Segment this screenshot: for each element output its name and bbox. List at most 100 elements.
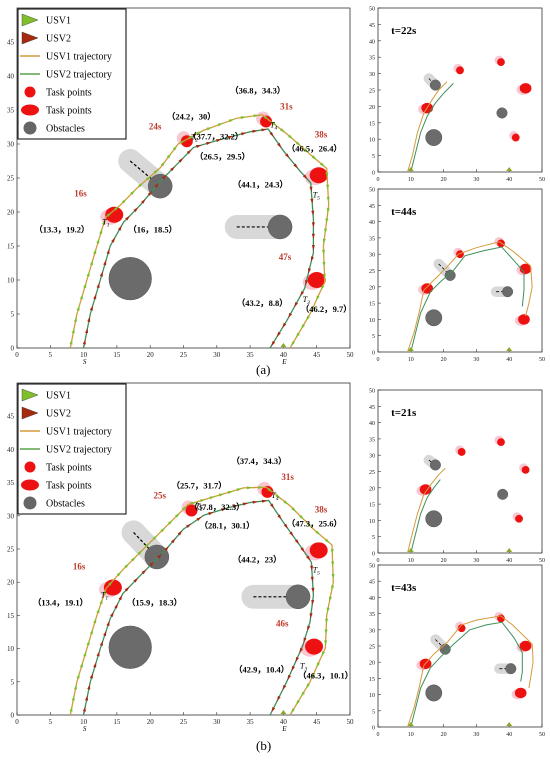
- y-tick-label: 50: [369, 7, 375, 13]
- panel-a-t44: 0 10 20 30 40 50 0 5 10 15 20 25 30 35 40 45 50 t=44s: [369, 188, 545, 364]
- usv1-heading-marker: [324, 640, 328, 646]
- x-tick-label: 5: [49, 718, 53, 726]
- x-tick-label: 10: [408, 558, 414, 564]
- usv1-heading-marker: [321, 651, 326, 657]
- usv2-heading-marker: [295, 656, 299, 663]
- usv1-heading-marker: [258, 485, 264, 490]
- usv2-heading-marker: [311, 245, 315, 251]
- usv1-heading-marker: [227, 490, 234, 494]
- usv2-heading-marker: [111, 237, 116, 243]
- usv1-heading-marker: [86, 640, 90, 646]
- legend-symbol: [21, 31, 39, 45]
- x-tick-label: 40: [506, 558, 512, 564]
- usv1-heading-marker: [71, 695, 75, 701]
- y-tick-label: 35: [7, 479, 15, 487]
- usv2-heading-marker: [302, 174, 308, 180]
- usv2-heading-marker: [283, 523, 289, 529]
- usv2-heading-marker: [178, 157, 184, 163]
- usv1-heading-marker: [144, 542, 150, 548]
- y-tick-label: 40: [369, 220, 375, 226]
- usv2-heading-marker: [96, 651, 100, 657]
- task-time-label: 16s: [73, 562, 86, 572]
- task-point-ellipse: [421, 283, 434, 294]
- usv1-heading-marker: [319, 162, 325, 167]
- legend-label: USV1 trajectory: [46, 427, 112, 438]
- x-tick-label: 0: [15, 718, 19, 726]
- usv1-heading-marker: [153, 169, 159, 174]
- usv1-heading-marker: [121, 198, 127, 204]
- task-coordinate-label: （44.2，23）: [233, 554, 282, 564]
- y-tick-label: 20: [369, 105, 375, 111]
- usv1-heading-marker: [322, 273, 326, 280]
- usv2-heading-marker: [282, 322, 287, 329]
- usv2-heading-marker: [242, 502, 249, 506]
- y-tick-label: 45: [369, 204, 375, 210]
- usv1-heading-marker: [320, 284, 325, 291]
- usv1-heading-marker: [330, 549, 334, 555]
- task-coordinate-label: （37.8，32.3）: [189, 502, 244, 512]
- y-tick-label: 30: [369, 253, 375, 259]
- obstacle: [505, 663, 517, 675]
- usv2-heading-marker: [141, 198, 146, 204]
- usv1-heading-marker: [99, 598, 103, 605]
- usv1-heading-marker: [305, 315, 310, 322]
- panel-title: t=22s: [391, 25, 417, 37]
- x-tick-label: 20: [441, 732, 447, 738]
- x-tick-label: 10: [408, 357, 414, 363]
- end-marker: [280, 710, 287, 714]
- y-tick-label: 0: [372, 552, 375, 558]
- x-tick-label: 40: [506, 177, 512, 183]
- usv2-heading-marker: [277, 514, 282, 520]
- x-tick-label: 10: [80, 718, 88, 726]
- plot-frame: [377, 564, 543, 728]
- usv1-trajectory: [407, 241, 533, 353]
- task-point-ellipse: [309, 167, 328, 184]
- usv2-heading-marker: [85, 327, 89, 334]
- y-tick-label: 30: [7, 141, 15, 149]
- obstacle-direction: [438, 263, 451, 276]
- usv2-heading-marker: [311, 587, 315, 594]
- usv2-heading-marker: [117, 225, 122, 231]
- usv2-heading-marker: [308, 268, 312, 274]
- task-coordinate-label: （24.2，30）: [167, 111, 216, 121]
- usv2-heading-marker: [110, 611, 114, 618]
- task-coordinate-label: （46.3，10.1）: [298, 671, 353, 681]
- obstacle: [144, 544, 170, 570]
- x-tick-label: 50: [347, 718, 355, 726]
- y-tick-label: 35: [369, 612, 375, 618]
- usv1-heading-marker: [306, 522, 312, 528]
- usv2-heading-marker: [311, 210, 315, 216]
- usv2-heading-marker: [261, 128, 267, 132]
- x-tick-label: 0: [377, 357, 380, 363]
- task-name: T1: [101, 591, 108, 602]
- usv1-heading-marker: [295, 141, 301, 147]
- usv2-heading-marker: [277, 142, 282, 148]
- usv1-heading-marker: [324, 629, 328, 635]
- x-tick-label: 5: [49, 351, 53, 359]
- usv1-heading-marker: [83, 651, 87, 657]
- x-tick-label: 10: [408, 732, 414, 738]
- usv2-heading-marker: [294, 539, 300, 545]
- task-coordinate-label: （42.9，10.4）: [234, 665, 289, 675]
- usv1-heading-marker: [267, 487, 273, 493]
- usv2-heading-marker: [82, 339, 86, 345]
- usv2-heading-marker: [124, 586, 130, 592]
- usv2-heading-marker: [310, 256, 314, 262]
- legend-symbol: [21, 104, 39, 116]
- obstacle: [444, 269, 456, 281]
- usv1-heading-marker: [325, 172, 329, 178]
- obstacle: [425, 309, 443, 327]
- y-tick-label: 40: [7, 446, 15, 454]
- usv1-heading-marker: [300, 691, 305, 697]
- usv1-heading-marker: [305, 683, 310, 689]
- usv1-heading-marker: [331, 585, 335, 591]
- usv1-heading-marker: [303, 148, 309, 153]
- usv1-heading-marker: [322, 261, 326, 268]
- x-tick-label: 0: [377, 732, 380, 738]
- x-tick-label: 30: [213, 351, 221, 359]
- plot-frame: [377, 7, 543, 173]
- y-tick-label: 5: [372, 154, 375, 160]
- usv1-heading-marker: [102, 589, 106, 596]
- usv1-heading-marker: [240, 116, 247, 120]
- start-label: S: [83, 358, 87, 366]
